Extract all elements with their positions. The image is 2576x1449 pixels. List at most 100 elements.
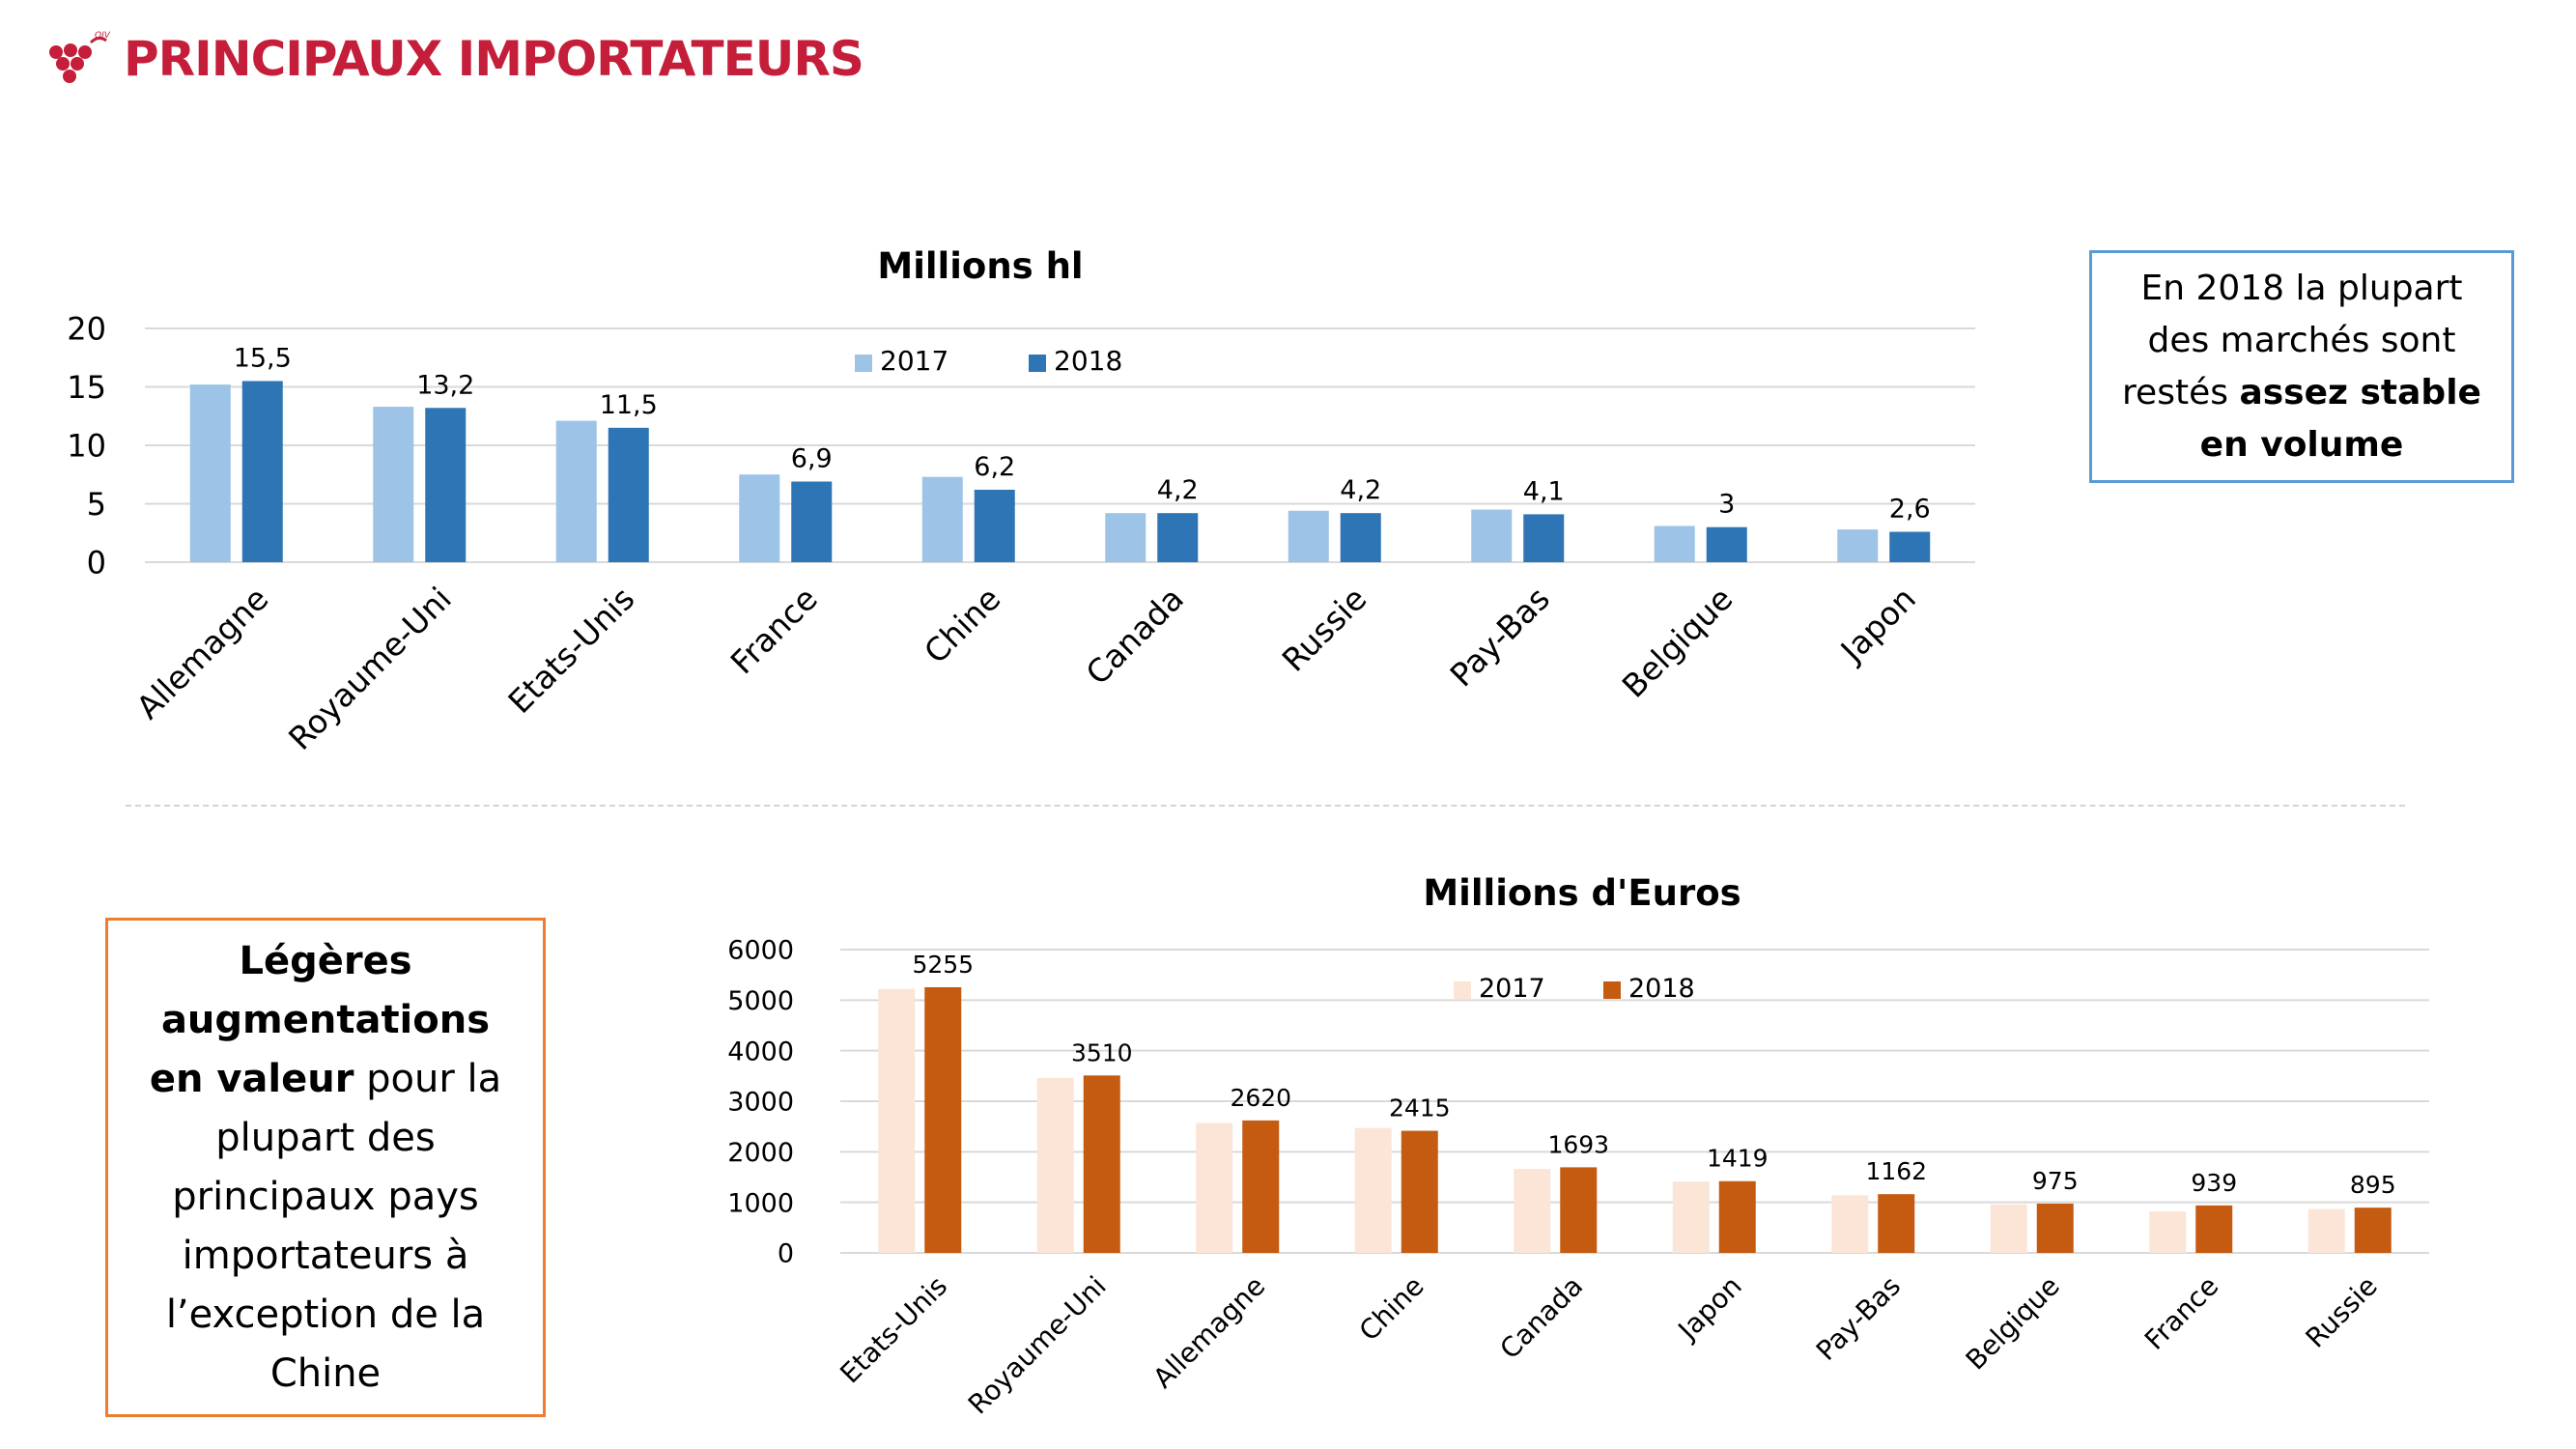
volume-data-label: 6,2 — [974, 452, 1015, 482]
value-category-label: France — [2138, 1270, 2224, 1356]
value-bar-2017 — [1036, 1077, 1074, 1253]
value-legend-label-2017: 2017 — [1479, 974, 1545, 1004]
volume-data-label: 2,6 — [1889, 495, 1931, 525]
value-category-label: Royaume-Uni — [962, 1270, 1113, 1421]
value-bar-2017 — [2307, 1208, 2345, 1253]
volume-y-tick-label: 10 — [67, 428, 106, 465]
volume-bar-2017 — [921, 476, 963, 562]
volume-bar-2018 — [791, 481, 833, 562]
value-note-bold: Légères augmentations en valeur — [149, 938, 491, 1101]
value-note-rest: pour la plupart des principaux pays impo… — [165, 1056, 502, 1396]
volume-bar-2017 — [1471, 509, 1513, 562]
value-y-tick-label: 6000 — [727, 936, 794, 966]
volume-bar-2018 — [1706, 526, 1747, 562]
value-category-label: Allemagne — [1146, 1270, 1271, 1395]
value-bar-2018 — [2036, 1203, 2074, 1253]
value-data-label: 895 — [2350, 1171, 2396, 1199]
value-data-label: 975 — [2032, 1167, 2079, 1195]
value-legend-swatch-2017 — [1454, 981, 1471, 999]
volume-data-label: 6,9 — [791, 444, 833, 474]
volume-data-label: 4,1 — [1523, 476, 1565, 506]
value-data-label: 5255 — [912, 951, 974, 979]
value-data-label: 2620 — [1230, 1084, 1291, 1112]
value-bar-2017 — [878, 988, 916, 1253]
value-bar-2017 — [1990, 1204, 2027, 1253]
value-y-tick-label: 0 — [778, 1239, 794, 1269]
volume-y-tick-label: 20 — [67, 311, 106, 348]
value-bar-2018 — [1083, 1075, 1120, 1253]
volume-y-tick-label: 15 — [67, 369, 106, 406]
volume-bar-2017 — [1654, 526, 1695, 562]
volume-note-line2: des marchés sont — [2147, 320, 2456, 360]
value-data-label: 1419 — [1707, 1145, 1769, 1173]
volume-bar-2017 — [189, 384, 231, 562]
volume-note-line4-bold: en volume — [2199, 424, 2404, 465]
volume-bar-2017 — [739, 474, 780, 562]
value-category-label: Belgique — [1960, 1270, 2066, 1377]
volume-data-label: 4,2 — [1157, 475, 1199, 505]
volume-data-label: 13,2 — [416, 370, 474, 400]
volume-category-label: Pay-Bas — [1443, 580, 1557, 694]
volume-category-label: Royaume-Uni — [281, 580, 459, 757]
volume-data-label: 3 — [1718, 490, 1735, 520]
section-divider — [126, 805, 2405, 807]
value-bar-2017 — [1196, 1122, 1233, 1253]
volume-data-label: 11,5 — [600, 390, 658, 420]
value-category-label: Russie — [2300, 1270, 2384, 1354]
volume-bar-2017 — [555, 420, 597, 562]
value-category-label: Japon — [1671, 1270, 1748, 1348]
value-bar-2017 — [1514, 1169, 1551, 1253]
volume-bar-2018 — [1523, 514, 1565, 562]
value-legend-label-2018: 2018 — [1628, 974, 1695, 1004]
volume-category-label: Etats-Unis — [500, 580, 641, 721]
value-data-label: 1162 — [1865, 1157, 1927, 1185]
value-note: Légères augmentations en valeur pour la … — [105, 918, 546, 1417]
volume-bar-2018 — [974, 489, 1015, 562]
value-bar-2018 — [2195, 1205, 2233, 1253]
value-y-tick-label: 2000 — [727, 1138, 794, 1168]
volume-note-line3-bold: assez stable — [2239, 372, 2481, 412]
volume-y-tick-label: 0 — [87, 545, 106, 582]
value-data-label: 2415 — [1389, 1094, 1451, 1122]
volume-note-line3-prefix: restés — [2122, 372, 2240, 412]
volume-note: En 2018 la plupart des marchés sont rest… — [2089, 250, 2514, 483]
value-bar-2018 — [2354, 1208, 2392, 1253]
value-bar-2018 — [1401, 1130, 1438, 1253]
volume-legend-swatch-2017 — [855, 355, 872, 372]
volume-data-label: 15,5 — [234, 343, 292, 373]
value-bar-2018 — [924, 986, 962, 1253]
volume-legend-label-2018: 2018 — [1054, 345, 1122, 377]
volume-legend-label-2017: 2017 — [880, 345, 948, 377]
volume-bar-2018 — [425, 408, 467, 562]
value-bar-2017 — [1354, 1127, 1392, 1253]
value-category-label: Pay-Bas — [1810, 1270, 1907, 1367]
value-y-tick-label: 1000 — [727, 1188, 794, 1218]
volume-category-label: Allemagne — [129, 580, 276, 726]
volume-bar-2018 — [1340, 513, 1381, 562]
value-bar-2018 — [1560, 1167, 1598, 1253]
volume-bar-2017 — [1837, 529, 1879, 562]
value-data-label: 3510 — [1071, 1038, 1133, 1066]
volume-bar-2017 — [1288, 510, 1329, 562]
volume-bar-2018 — [1157, 513, 1199, 562]
value-chart: Millions d'Euros 0 1000 2000 3000 4000 5000 600… — [727, 872, 2429, 1421]
value-category-label: Canada — [1494, 1270, 1590, 1366]
value-bar-2017 — [1831, 1195, 1869, 1253]
volume-legend-swatch-2018 — [1029, 355, 1046, 372]
volume-data-label: 4,2 — [1340, 475, 1381, 505]
value-bar-2018 — [1242, 1120, 1280, 1253]
logo-text: OIV — [95, 31, 110, 41]
volume-category-label: Belgique — [1615, 580, 1741, 705]
value-data-label: 1693 — [1547, 1130, 1609, 1158]
volume-category-label: Japon — [1832, 580, 1923, 670]
volume-bar-2017 — [1105, 513, 1146, 562]
page-header: OIV PRINCIPAUX IMPORTATEURS — [41, 25, 864, 93]
value-legend-swatch-2018 — [1603, 981, 1621, 999]
volume-bar-2018 — [608, 427, 649, 562]
value-category-label: Etats-Unis — [834, 1270, 953, 1390]
value-data-label: 939 — [2191, 1169, 2237, 1197]
oiv-logo-icon: OIV — [49, 31, 110, 83]
value-y-tick-label: 3000 — [727, 1088, 794, 1118]
value-category-label: Chine — [1353, 1270, 1430, 1348]
volume-category-label: Chine — [917, 580, 1007, 670]
